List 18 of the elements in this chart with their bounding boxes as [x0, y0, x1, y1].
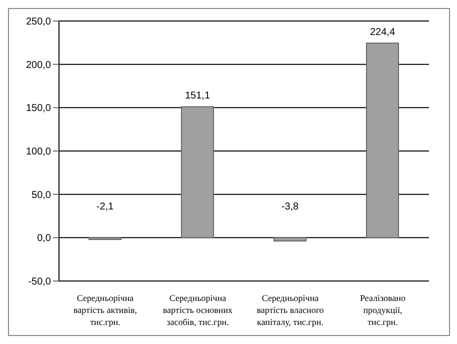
- x-tick-label: Середньорічна вартість власного капіталу, тис.грн.: [256, 293, 324, 327]
- y-tick-label: 50,0: [32, 190, 52, 201]
- data-label: 151,1: [184, 90, 210, 102]
- data-label: 224,4: [370, 27, 396, 38]
- y-tick-label: 100,0: [26, 146, 52, 158]
- bar: [181, 106, 214, 238]
- data-label: -2,1: [96, 202, 114, 213]
- x-tick-label: Реалізовано продукції, тис.грн.: [360, 293, 406, 327]
- y-tick-label: 250,0: [26, 16, 52, 28]
- bar: [274, 237, 306, 242]
- y-tick-label: 150,0: [26, 103, 52, 114]
- y-tick-label: -50,0: [28, 276, 52, 288]
- bar: [366, 42, 399, 238]
- data-label: -3,8: [281, 202, 300, 213]
- y-tick-label: 200,0: [26, 60, 52, 71]
- x-tick-label: Середньорічна вартість основних засобів, тис.грн.: [162, 293, 234, 327]
- x-tick-label: Середньорічна вартість активів, тис.грн.: [74, 293, 137, 327]
- y-tick-label: 0,0: [37, 233, 52, 244]
